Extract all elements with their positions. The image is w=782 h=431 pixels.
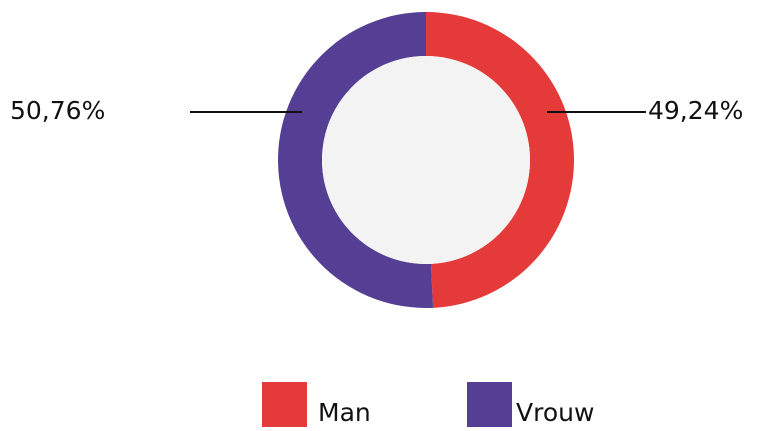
legend-label: Vrouw	[516, 398, 594, 427]
data-label: 50,76%	[10, 96, 105, 125]
legend-swatch	[262, 382, 307, 427]
donut	[278, 12, 575, 308]
legend-swatch	[467, 382, 512, 427]
legend-label: Man	[318, 398, 371, 427]
donut-slice	[278, 12, 434, 308]
data-label: 49,24%	[648, 96, 743, 125]
donut-slice	[426, 12, 575, 308]
donut-hole	[322, 56, 530, 264]
